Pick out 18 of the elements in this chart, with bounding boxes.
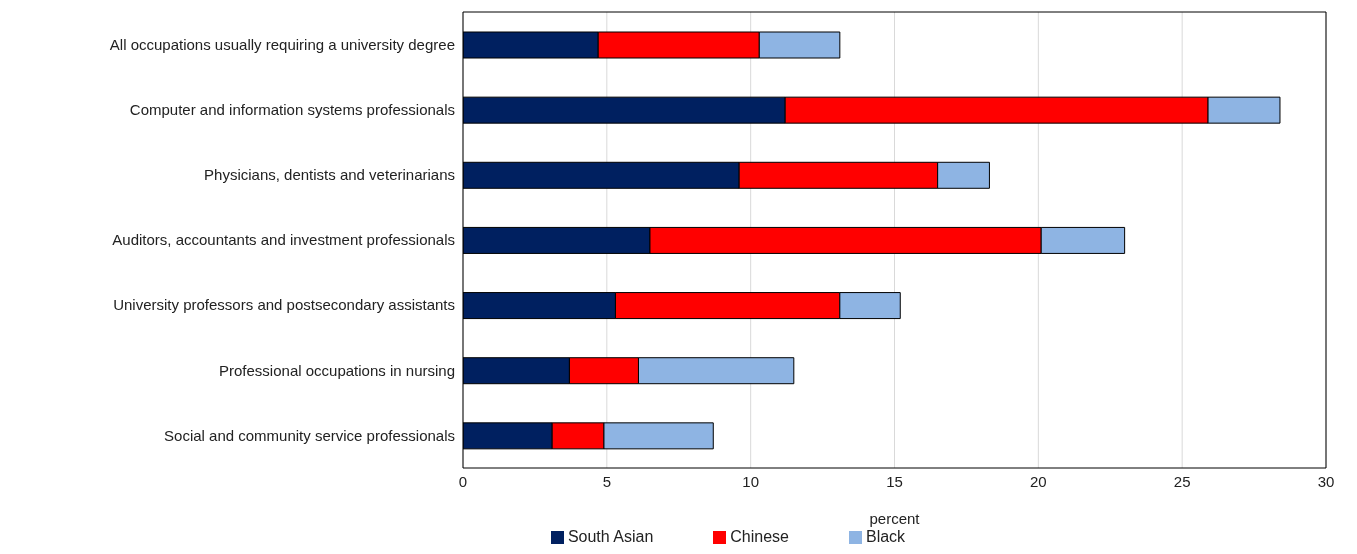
legend-label: South Asian [567, 528, 654, 545]
x-tick-label: 5 [602, 472, 612, 490]
legend-label: Chinese [730, 528, 789, 545]
x-axis-title: percent [869, 510, 921, 527]
x-tick-label: 10 [742, 472, 760, 490]
x-tick-label: 0 [458, 472, 468, 490]
y-tick-label: Physicians, dentists and veterinarians [204, 166, 455, 184]
x-tick-label: 20 [1029, 472, 1047, 490]
x-tick-label: 30 [1317, 472, 1335, 490]
x-tick-label: 15 [886, 472, 903, 490]
y-tick-label: All occupations usually requiring a university degree [109, 35, 455, 53]
y-tick-label: Social and community service professionals [164, 426, 455, 444]
legend-label: Black [865, 528, 906, 545]
y-tick-label: Auditors, accountants and investment professionals [112, 231, 455, 249]
y-tick-label: Computer and information systems professionals [129, 101, 455, 119]
x-tick-label: 25 [1173, 472, 1191, 490]
y-tick-label: University professors and postsecondary assistants [113, 296, 455, 314]
y-tick-label: Professional occupations in nursing [219, 361, 455, 379]
